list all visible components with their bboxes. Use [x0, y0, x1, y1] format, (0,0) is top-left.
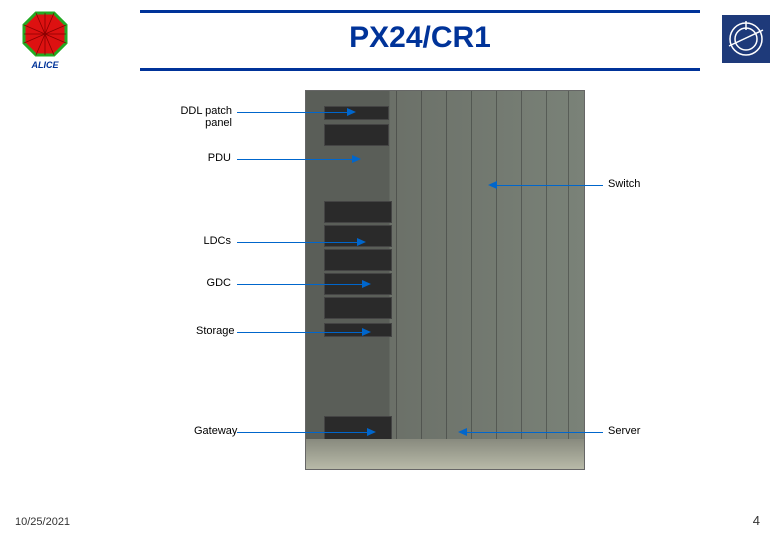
arrow-head-ldcs: [357, 238, 366, 246]
rack-unit: [324, 124, 389, 146]
label-ddl: DDL patch panel: [152, 105, 232, 129]
rack-frame-line: [568, 91, 569, 469]
arrow-head-ddl: [347, 108, 356, 116]
arrow-line-storage: [237, 332, 362, 333]
rack-photo: [305, 90, 585, 470]
rack-frame-line: [546, 91, 547, 469]
arrow-line-ddl: [237, 112, 347, 113]
alice-label: ALICE: [10, 60, 80, 70]
arrow-line-pdu: [237, 159, 352, 160]
arrow-line-switch: [495, 185, 603, 186]
content-area: DDL patch panel PDU LDCs GDC Storage Gateway S…: [0, 80, 780, 500]
arrow-head-pdu: [352, 155, 361, 163]
rack-frame-line: [421, 91, 422, 469]
rack-unit: [324, 249, 392, 271]
label-server: Server: [608, 425, 640, 437]
rack-frame-line: [396, 91, 397, 469]
arrow-head-gateway: [367, 428, 376, 436]
footer-date: 10/25/2021: [15, 516, 70, 528]
arrow-head-storage: [362, 328, 371, 336]
rack-unit: [324, 323, 392, 337]
rack-frame-line: [446, 91, 447, 469]
rack-unit: [324, 297, 392, 319]
slide-title: PX24/CR1: [140, 13, 700, 63]
label-switch: Switch: [608, 178, 640, 190]
arrow-line-ldcs: [237, 242, 357, 243]
rack-frame-line: [496, 91, 497, 469]
label-storage: Storage: [196, 325, 234, 337]
rack-floor: [306, 439, 584, 469]
rack-frame-line: [471, 91, 472, 469]
label-pdu: PDU: [196, 152, 231, 164]
arrow-line-server: [465, 432, 603, 433]
alice-logo: ALICE: [10, 10, 80, 70]
rack-unit: [324, 201, 392, 223]
arrow-head-switch: [488, 181, 497, 189]
arrow-line-gateway: [237, 432, 367, 433]
rack-unit: [324, 106, 389, 120]
label-gdc: GDC: [196, 277, 231, 289]
footer-page: 4: [753, 513, 760, 528]
label-ldcs: LDCs: [196, 235, 231, 247]
rack-unit: [324, 416, 392, 441]
label-gateway: Gateway: [194, 425, 234, 437]
arrow-head-server: [458, 428, 467, 436]
rack-frame-line: [521, 91, 522, 469]
arrow-line-gdc: [237, 284, 362, 285]
arrow-head-gdc: [362, 280, 371, 288]
cern-logo: [722, 15, 770, 63]
header-rule-bottom: [140, 68, 700, 71]
